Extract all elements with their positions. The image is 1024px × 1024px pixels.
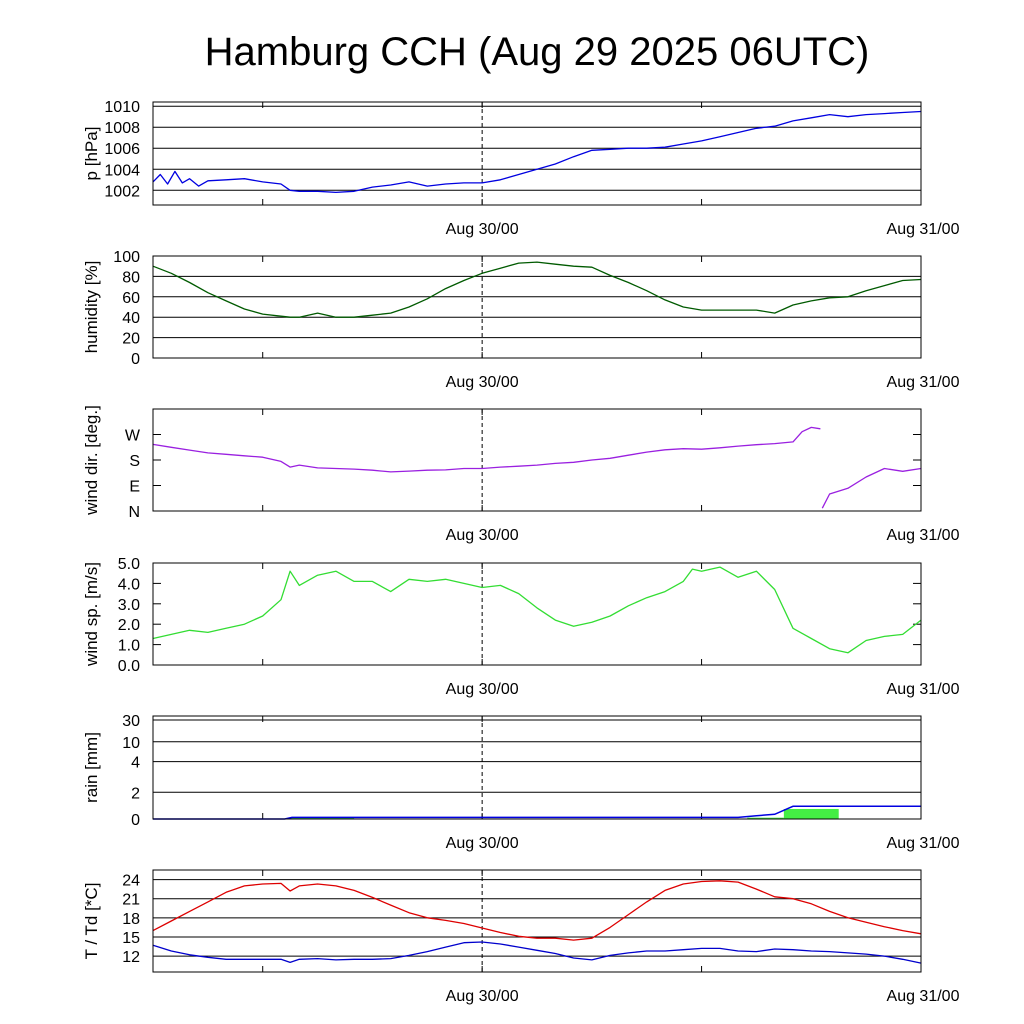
y-axis-label: wind dir. [deg.]	[82, 405, 101, 516]
y-tick-label: W	[125, 428, 141, 445]
plot-frame	[152, 255, 922, 359]
y-axis-label: p [hPa]	[82, 127, 101, 181]
y-tick-label: 1010	[104, 99, 140, 116]
x-tick-label: Aug 31/00	[887, 527, 960, 544]
series-line	[152, 261, 922, 318]
y-tick-label: 80	[122, 269, 140, 286]
y-axis-label: T / Td [*C]	[82, 883, 101, 960]
series-line	[152, 110, 922, 194]
y-tick-label: 30	[122, 713, 140, 730]
x-tick-label: Aug 30/00	[446, 835, 519, 852]
wind-speed-panel: 0.0 1.0 2.0 3.0 4.0 5.0 Aug 30/00 Aug 31/00 wind…	[82, 556, 960, 698]
y-tick-label: S	[129, 453, 140, 470]
y-tick-label: 1002	[104, 183, 140, 200]
plot-frame	[152, 562, 922, 666]
y-axis-label: humidity [%]	[82, 261, 101, 354]
y-tick-label: 4	[131, 755, 140, 772]
series-line	[821, 467, 922, 509]
y-tick-label: 10	[122, 735, 140, 752]
plot-frame	[152, 869, 922, 973]
y-tick-label: 2.0	[118, 617, 140, 634]
y-axis-label: rain [mm]	[82, 732, 101, 803]
rain-panel: 0 2 4 10 30 Aug 30/00 Aug 31/00 rain [mm]	[82, 713, 960, 852]
y-tick-label: 20	[122, 331, 140, 348]
x-tick-label: Aug 31/00	[887, 988, 960, 1005]
x-tick-label: Aug 30/00	[446, 527, 519, 544]
temperature-panel: 12 15 18 21 24 Aug 30/00 Aug 31/00 T / Td [*C]	[82, 869, 960, 1005]
y-tick-label: N	[128, 504, 140, 521]
pressure-panel: 1002 1004 1006 1008 1010 Aug 30/00 Aug 31/00 p …	[82, 99, 960, 238]
x-tick-label: Aug 31/00	[887, 221, 960, 238]
x-tick-label: Aug 30/00	[446, 374, 519, 391]
y-tick-label: 1008	[104, 120, 140, 137]
y-tick-label: 40	[122, 310, 140, 327]
y-tick-label: 4.0	[118, 576, 140, 593]
humidity-panel: 0 20 40 60 80 100 Aug 30/00 Aug 31/00 humidity […	[82, 249, 960, 391]
x-tick-label: Aug 31/00	[887, 374, 960, 391]
plot-frame	[152, 408, 922, 512]
x-tick-label: Aug 30/00	[446, 681, 519, 698]
plot-frame	[152, 101, 922, 206]
y-tick-label: 15	[122, 930, 140, 947]
y-tick-label: 1006	[104, 141, 140, 158]
y-tick-label: 24	[122, 873, 140, 890]
y-tick-label: 2	[131, 785, 140, 802]
y-tick-label: 0.0	[118, 658, 140, 675]
y-tick-label: 0	[131, 812, 140, 829]
y-axis-label: wind sp. [m/s]	[82, 562, 101, 667]
plot-frame	[152, 715, 922, 820]
rain-bar	[747, 817, 784, 819]
series-line-t	[152, 880, 922, 941]
y-tick-label: 21	[122, 892, 140, 909]
rain-bar	[290, 817, 355, 819]
series-line	[152, 426, 821, 473]
rain-bar	[783, 808, 839, 819]
x-tick-label: Aug 31/00	[887, 681, 960, 698]
y-tick-label: 0	[131, 351, 140, 368]
x-tick-label: Aug 31/00	[887, 835, 960, 852]
y-tick-label: E	[129, 479, 140, 496]
series-line	[152, 566, 922, 654]
chart-title: Hamburg CCH (Aug 29 2025 06UTC)	[205, 30, 870, 74]
x-tick-label: Aug 30/00	[446, 988, 519, 1005]
y-tick-label: 1.0	[118, 638, 140, 655]
y-tick-label: 12	[122, 949, 140, 966]
y-tick-label: 18	[122, 911, 140, 928]
y-tick-label: 100	[113, 249, 140, 266]
y-tick-label: 3.0	[118, 597, 140, 614]
y-tick-label: 60	[122, 290, 140, 307]
series-line-td	[152, 941, 922, 964]
x-tick-label: Aug 30/00	[446, 221, 519, 238]
y-tick-label: 1004	[104, 162, 140, 179]
y-tick-label: 5.0	[118, 556, 140, 573]
